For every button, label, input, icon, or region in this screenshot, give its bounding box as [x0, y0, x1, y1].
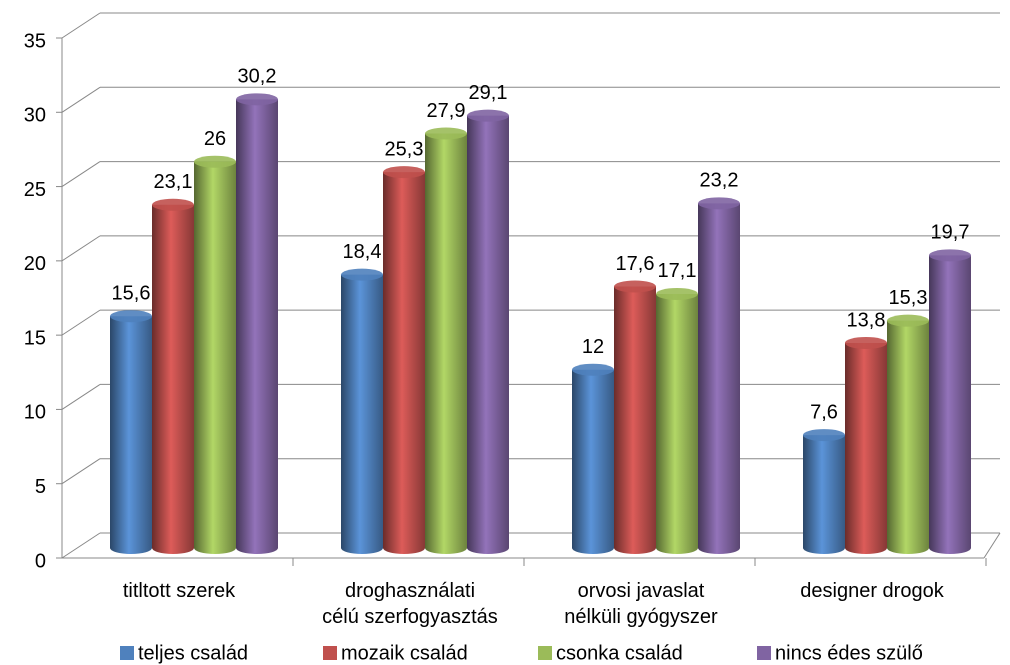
value-label: 19,7: [931, 222, 970, 244]
grid-line: [61, 458, 101, 485]
value-label: 18,4: [343, 241, 382, 263]
bar: [614, 286, 656, 554]
y-tick-label: 35: [24, 30, 46, 52]
grid-line: [61, 384, 101, 410]
grid-line: [61, 235, 101, 262]
bar: [425, 133, 467, 554]
bar: [152, 204, 194, 555]
y-tick-label: 0: [35, 550, 46, 572]
legend-label: nincs édes szülő: [775, 642, 923, 664]
value-label: 29,1: [469, 82, 508, 104]
bar: [194, 161, 236, 554]
grid-line: [61, 309, 101, 336]
value-label: 25,3: [385, 138, 424, 160]
grid-line: [61, 532, 101, 559]
bar: [887, 320, 929, 554]
legend-swatch: [323, 646, 337, 660]
legend-label: csonka család: [556, 642, 683, 664]
bar-top: [152, 198, 194, 211]
y-tick-label: 10: [24, 402, 46, 424]
bar: [110, 316, 152, 554]
y-tick-label: 15: [24, 327, 46, 349]
bar-top: [383, 166, 425, 179]
bar-top: [656, 287, 698, 300]
grid-line: [61, 12, 101, 39]
value-label: 15,3: [889, 287, 928, 309]
y-tick-label: 25: [24, 179, 46, 201]
bar: [929, 255, 971, 555]
x-tick-label: orvosi javaslat nélküli gyógyszer: [564, 580, 718, 628]
grid-line: [61, 161, 101, 187]
value-label: 13,8: [847, 309, 886, 331]
x-tick-label: droghasználati célú szerfogyasztás: [322, 580, 498, 628]
bar-top: [425, 127, 467, 140]
value-label: 17,6: [616, 253, 655, 275]
legend-label: mozaik család: [341, 642, 468, 664]
value-label: 30,2: [238, 66, 277, 88]
bar-top: [194, 155, 236, 168]
value-label: 15,6: [112, 283, 151, 305]
y-tick-label: 20: [24, 253, 46, 275]
bar: [698, 203, 740, 555]
floor-right: [983, 532, 1001, 559]
value-label: 12: [582, 336, 604, 358]
legend-swatch: [538, 646, 552, 660]
bar-top: [614, 280, 656, 293]
bar: [341, 274, 383, 554]
bar: [845, 342, 887, 554]
legend-swatch: [120, 646, 134, 660]
bar-top: [887, 314, 929, 327]
x-tick-label: titltott szerek: [122, 580, 236, 602]
legend-swatch: [757, 646, 771, 660]
y-tick-label: 30: [24, 105, 46, 127]
value-label: 23,1: [154, 171, 193, 193]
value-label: 7,6: [810, 401, 838, 423]
bar-top: [110, 310, 152, 323]
bar-top: [845, 336, 887, 349]
bar: [467, 115, 509, 555]
grid-line: [61, 86, 101, 113]
value-label: 27,9: [427, 100, 466, 122]
bar-top: [572, 363, 614, 376]
bar: [803, 435, 845, 554]
x-tick-label: designer drogok: [800, 580, 944, 602]
bar: [236, 99, 278, 555]
value-label: 17,1: [658, 260, 697, 282]
value-label: 23,2: [700, 170, 739, 192]
bar: [572, 369, 614, 554]
legend-label: teljes család: [138, 642, 248, 664]
bar: [656, 293, 698, 554]
bar-top: [236, 93, 278, 106]
bar-top: [929, 249, 971, 262]
bar-top: [467, 109, 509, 122]
bar-top: [698, 197, 740, 210]
bar: [383, 172, 425, 554]
value-label: 26: [204, 128, 226, 150]
bar-top: [803, 429, 845, 442]
y-tick-label: 5: [35, 476, 46, 498]
bar-top: [341, 268, 383, 281]
